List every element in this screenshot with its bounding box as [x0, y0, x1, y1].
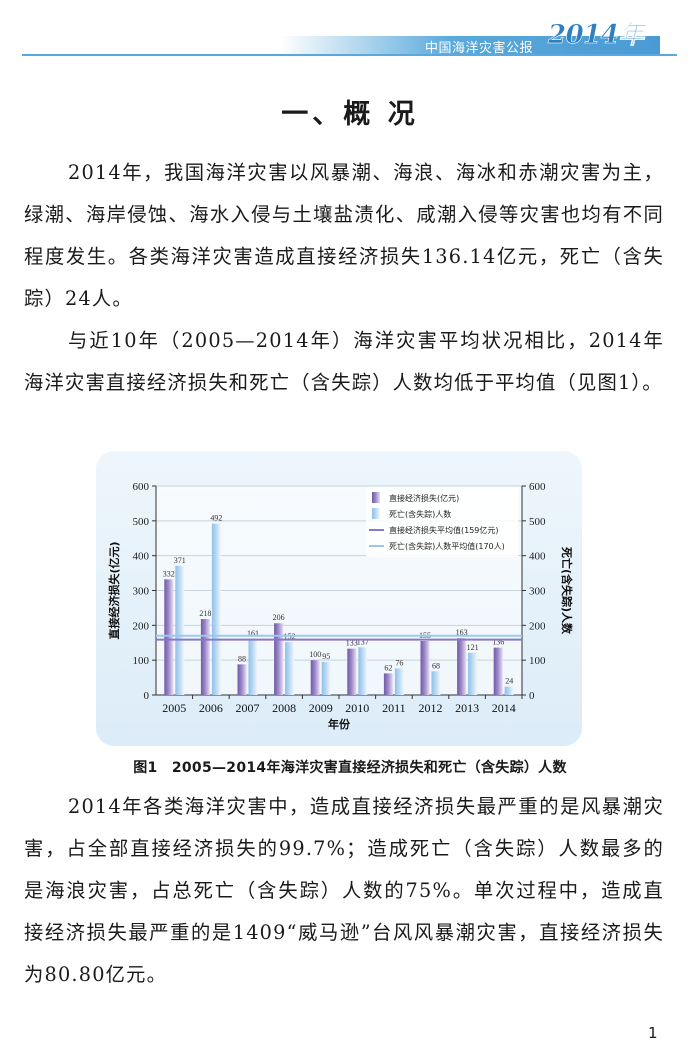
loss-death-chart: 0 0 100 100 200 200 300 300 400 400 500 500 600 600 33…: [107, 481, 574, 731]
x-tick-label: 2008: [272, 701, 296, 715]
data-label-death: 68: [432, 661, 440, 670]
bar-loss-2013: [457, 638, 467, 695]
legend-loss-label: 直接经济损失(亿元): [389, 493, 459, 503]
y-right-tick-label: 0: [529, 690, 535, 702]
data-label-death: 371: [174, 556, 186, 565]
data-label-loss: 218: [199, 609, 211, 618]
legend-death-swatch: [372, 508, 380, 519]
data-label-loss: 332: [163, 569, 175, 578]
bar-death-2013: [468, 652, 478, 695]
y-tick-label: 600: [133, 481, 150, 493]
header-line: [22, 54, 677, 56]
bar-loss-2005: [164, 579, 174, 695]
y-tick-label: 200: [133, 620, 150, 632]
data-label-loss: 136: [492, 638, 504, 647]
data-label-loss: 133: [346, 639, 358, 648]
legend-loss-swatch: [372, 492, 380, 503]
bar-death-2014: [504, 686, 514, 695]
y-right-tick-label: 300: [529, 586, 546, 598]
legend-loss-average-label: 直接经济损失平均值(159亿元): [389, 525, 499, 535]
data-label-death: 121: [467, 643, 479, 652]
data-label-loss: 163: [456, 628, 468, 637]
page-number: 1: [648, 1024, 658, 1042]
x-tick-label: 2013: [455, 701, 479, 715]
data-label-death: 137: [357, 637, 369, 646]
bar-loss-2010: [347, 648, 357, 695]
y-tick-label: 0: [144, 690, 150, 702]
data-label-loss: 88: [238, 654, 246, 663]
legend-death-average-label: 死亡(含失踪)人数平均值(170人): [389, 541, 505, 551]
x-tick-label: 2006: [199, 701, 223, 715]
x-tick-label: 2007: [236, 701, 260, 715]
data-label-loss: 206: [273, 613, 285, 622]
header-title: 中国海洋灾害公报: [425, 41, 534, 56]
y-tick-label: 100: [133, 655, 150, 667]
bar-death-2005: [175, 565, 185, 695]
header-band: [280, 36, 660, 54]
y-right-tick-label: 200: [529, 620, 546, 632]
bar-loss-2012: [420, 641, 430, 695]
y-right-tick-label: 100: [529, 655, 546, 667]
paragraph-details: 2014年各类海洋灾害中，造成直接经济损失最严重的是风暴潮灾害，占全部直接经济损…: [24, 795, 664, 986]
x-axis-title: 年份: [328, 717, 351, 731]
bar-death-2009: [321, 661, 331, 695]
bar-loss-2009: [310, 660, 320, 695]
y-tick-label: 400: [133, 551, 150, 563]
bar-death-2012: [431, 671, 441, 695]
y-tick-label: 500: [133, 516, 150, 528]
section-title: 一、概 况: [281, 99, 419, 130]
bar-death-2007: [248, 638, 258, 695]
y-right-tick-label: 500: [529, 516, 546, 528]
data-label-death: 95: [322, 652, 330, 661]
data-label-death: 492: [210, 514, 222, 523]
data-label-loss: 62: [384, 663, 392, 672]
bar-death-2011: [394, 668, 404, 695]
legend-death-label: 死亡(含失踪)人数: [389, 509, 451, 519]
x-tick-label: 2012: [419, 701, 443, 715]
paragraph-comparison: 与近10年（2005—2014年）海洋灾害平均状况相比，2014年海洋灾害直接经…: [24, 329, 664, 394]
data-label-loss: 100: [309, 650, 321, 659]
bar-death-2010: [358, 647, 368, 695]
bar-loss-2008: [274, 623, 284, 695]
header-year: 2014年: [548, 20, 645, 51]
bar-loss-2011: [383, 673, 393, 695]
paragraph-overview: 2014年，我国海洋灾害以风暴潮、海浪、海冰和赤潮灾害为主，绿潮、海岸侵蚀、海水…: [24, 161, 664, 310]
bar-loss-2007: [237, 664, 247, 695]
legend-box: [366, 487, 518, 557]
bar-death-2008: [285, 642, 295, 695]
x-tick-label: 2014: [492, 701, 516, 715]
x-tick-label: 2011: [382, 701, 406, 715]
data-label-death: 76: [395, 659, 403, 668]
x-tick-label: 2005: [162, 701, 186, 715]
bar-death-2006: [211, 523, 221, 695]
figure-caption: 图1 2005—2014年海洋灾害直接经济损失和死亡（含失踪）人数: [133, 760, 567, 776]
y-axis-title: 直接经济损失(亿元): [107, 541, 121, 639]
y-right-tick-label: 400: [529, 551, 546, 563]
x-tick-label: 2010: [345, 701, 369, 715]
data-label-death: 24: [505, 677, 513, 686]
data-label-death: 161: [247, 629, 259, 638]
x-tick-label: 2009: [309, 701, 333, 715]
y-right-tick-label: 600: [529, 481, 546, 493]
bar-loss-2014: [493, 647, 503, 695]
y-right-axis-title: 死亡(含失踪)人数: [560, 547, 574, 635]
y-tick-label: 300: [133, 586, 150, 598]
bar-loss-2006: [200, 619, 210, 695]
